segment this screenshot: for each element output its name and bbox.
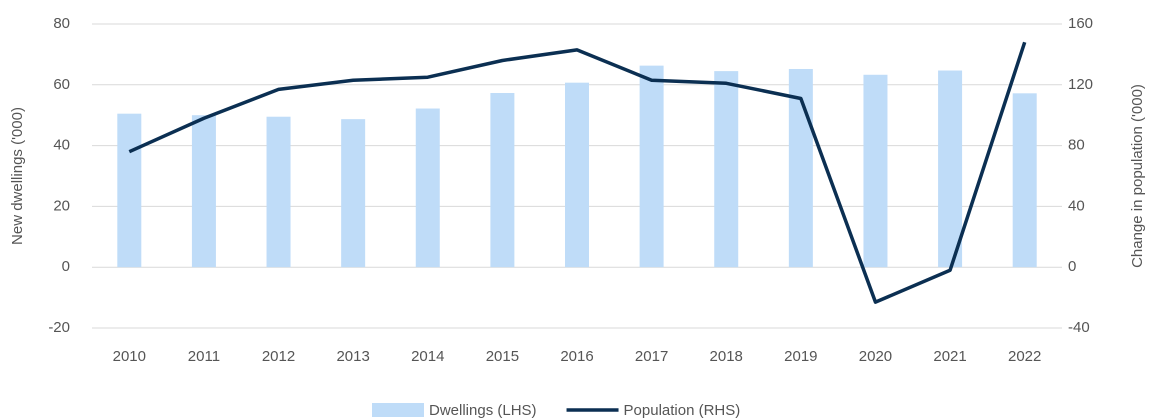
y-tick-label: 0 [62,258,70,275]
bar [714,71,739,268]
y2-tick-label: 40 [1068,197,1085,214]
bar [191,115,216,268]
x-tick-label: 2016 [560,348,593,365]
bar [1012,93,1037,268]
x-tick-label: 2017 [635,348,668,365]
y-tick-label: 20 [53,197,70,214]
y-tick-label: -20 [48,319,70,336]
y2-axis-title: Change in population ('000) [1129,84,1146,268]
y2-tick-label: 0 [1068,258,1076,275]
bar [117,113,142,268]
x-tick-label: 2015 [486,348,519,365]
x-tick-label: 2022 [1008,348,1041,365]
y2-tick-label: 120 [1068,76,1093,93]
y2-tick-label: 160 [1068,15,1093,32]
bar [415,108,440,268]
x-tick-label: 2020 [859,348,892,365]
bar [565,82,589,268]
x-tick-label: 2021 [933,348,966,365]
x-tick-label: 2010 [113,348,146,365]
x-tick-label: 2012 [262,348,295,365]
legend-swatch [372,403,424,417]
x-tick-label: 2019 [784,348,817,365]
x-tick-label: 2018 [710,348,743,365]
bar [266,116,291,268]
legend-label: Population (RHS) [624,402,741,419]
bar [490,93,515,268]
y2-tick-label: -40 [1068,319,1090,336]
y-axis-title: New dwellings ('000) [9,107,26,245]
bar [938,70,963,268]
x-tick-label: 2013 [336,348,369,365]
y2-tick-label: 80 [1068,137,1085,154]
y-tick-label: 80 [53,15,70,32]
x-tick-label: 2011 [188,348,220,365]
legend-label: Dwellings (LHS) [429,402,537,419]
y-tick-label: 60 [53,76,70,93]
line [128,41,1027,304]
bar [341,119,366,268]
bar [863,74,888,268]
x-tick-label: 2014 [411,348,444,365]
bar [639,65,664,268]
y-tick-label: 40 [53,137,70,154]
